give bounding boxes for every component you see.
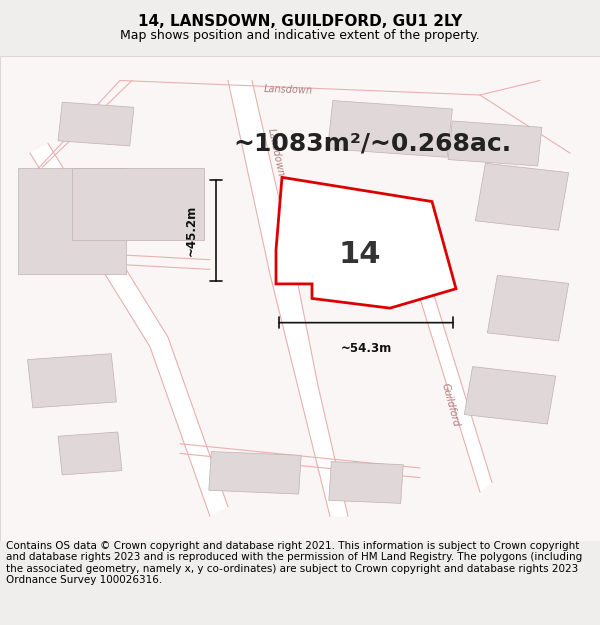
Text: Lansdown: Lansdown [263, 84, 313, 96]
Bar [58, 102, 134, 146]
Bar [328, 101, 452, 158]
Bar [487, 275, 569, 341]
Text: Lansdown: Lansdown [266, 127, 286, 177]
Bar [18, 168, 126, 274]
Bar [28, 354, 116, 408]
Text: ~45.2m: ~45.2m [185, 205, 198, 256]
Text: Guildford: Guildford [439, 382, 461, 428]
Bar [464, 367, 556, 424]
Text: Map shows position and indicative extent of the property.: Map shows position and indicative extent… [120, 29, 480, 42]
Text: ~1083m²/~0.268ac.: ~1083m²/~0.268ac. [233, 131, 511, 156]
PathPatch shape [420, 289, 492, 492]
Text: 14: 14 [339, 241, 381, 269]
Bar [72, 168, 204, 240]
Bar [448, 121, 542, 166]
PathPatch shape [30, 143, 228, 516]
Bar [475, 163, 569, 230]
Text: 14, LANSDOWN, GUILDFORD, GU1 2LY: 14, LANSDOWN, GUILDFORD, GU1 2LY [138, 14, 462, 29]
Text: ~54.3m: ~54.3m [340, 342, 392, 355]
Polygon shape [276, 177, 456, 308]
PathPatch shape [228, 81, 348, 516]
Bar [329, 462, 403, 503]
Text: Contains OS data © Crown copyright and database right 2021. This information is : Contains OS data © Crown copyright and d… [6, 541, 582, 586]
Bar [209, 452, 301, 494]
Bar [58, 432, 122, 475]
